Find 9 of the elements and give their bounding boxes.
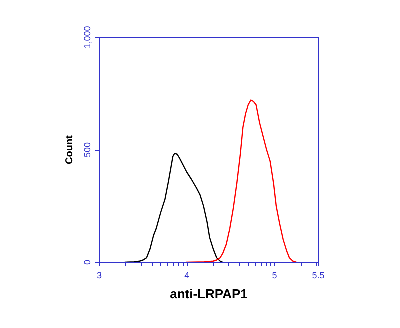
y-tick-label: 0 (82, 260, 92, 266)
x-axis-title: anti-LRPAP1 (170, 286, 248, 302)
y-tick-label: 1,000 (82, 26, 92, 49)
x-tick-label: 5 (272, 270, 278, 280)
x-tick-label: 4 (184, 270, 190, 280)
x-tick-label: 5.5 (312, 270, 325, 280)
x-tick-label: 3 (96, 270, 102, 280)
y-tick-label: 500 (82, 142, 92, 158)
y-axis-title: Count (64, 134, 76, 164)
